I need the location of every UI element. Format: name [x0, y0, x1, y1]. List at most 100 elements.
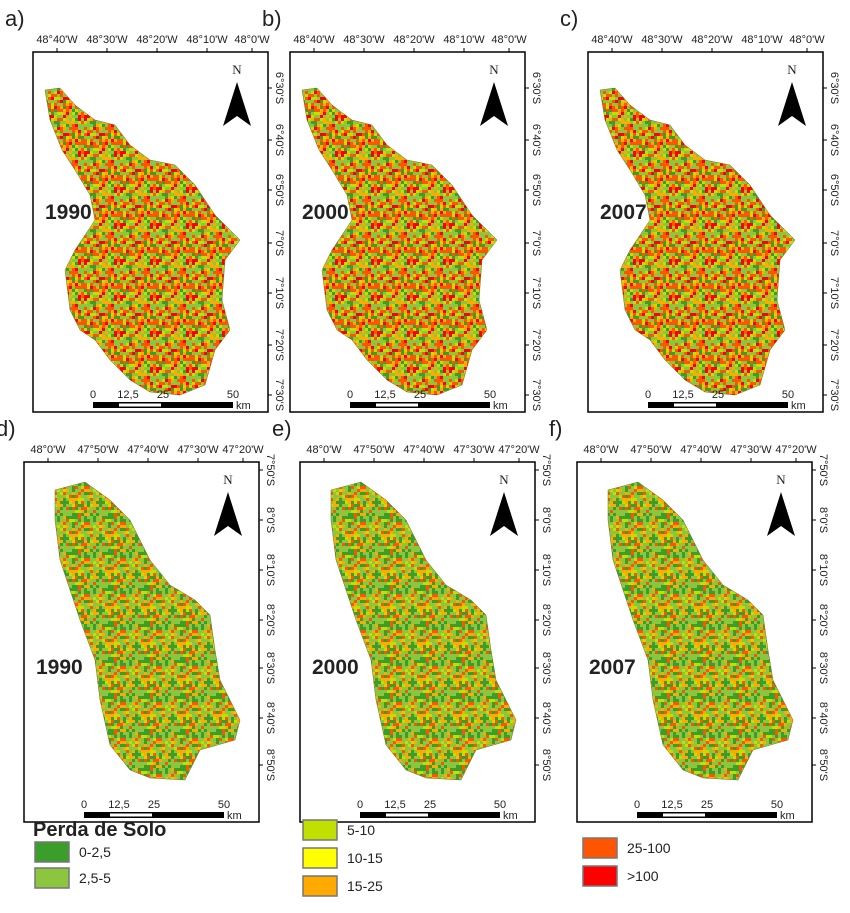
legend-swatch [34, 841, 70, 863]
lat-tick-label: 6°30'S [530, 72, 542, 104]
lon-tick-label: 48°0'W [234, 34, 270, 46]
scale-unit: km [227, 810, 242, 822]
lon-tick-label: 47°40'W [680, 444, 722, 456]
legend-swatch [34, 867, 70, 889]
scale-label: 12,5 [672, 389, 693, 401]
lat-tick-label: 7°30'S [530, 379, 542, 411]
lon-tick-label: 48°20'W [136, 34, 178, 46]
lat-tick-label: 7°30'S [828, 379, 840, 411]
north-label: N [787, 62, 797, 77]
lat-tick-label: 7°50'S [264, 454, 276, 486]
scale-unit: km [791, 400, 806, 412]
legend-label: 15-25 [347, 878, 383, 894]
map-panel: b) 2000 N 48°40'W 48°30'W 48°20'W 48°10'W 48°0'… [262, 6, 542, 413]
lat-tick-label: 8°20'S [540, 604, 552, 636]
north-arrow [480, 82, 508, 126]
lat-tick-label: 8°50'S [817, 749, 829, 781]
scale-label: 50 [218, 799, 230, 811]
lat-tick-label: 6°50'S [530, 174, 542, 206]
map-panel: c) 2007 N 48°40'W 48°30'W 48°20'W 48°10'W 48°0'… [560, 6, 840, 413]
legend-swatch [302, 875, 338, 897]
lat-tick-label: 8°10'S [264, 554, 276, 586]
legend-label: >100 [627, 868, 659, 884]
north-arrow [490, 492, 518, 536]
watershed [44, 87, 241, 396]
lat-tick-label: 6°30'S [273, 72, 285, 104]
year-label: 2000 [302, 201, 349, 224]
north-arrow [214, 492, 242, 536]
lon-tick-label: 48°30'W [343, 34, 385, 46]
scale-bar [93, 402, 233, 408]
map-panel: f) 2007 N 48°0'W 47°50'W 47°40'W 47°30'W 47°20'… [549, 416, 829, 823]
lon-tick-label: 48°0'W [491, 34, 527, 46]
year-label: 2007 [589, 656, 636, 679]
lon-tick-label: 47°30'W [453, 444, 495, 456]
scale-label: 0 [634, 799, 640, 811]
scale-label: 12,5 [661, 799, 682, 811]
scale-label: 0 [90, 389, 96, 401]
lon-tick-label: 48°40'W [293, 34, 335, 46]
map-panel: e) 2000 N 48°0'W 47°50'W 47°40'W 47°30'W 47°20'… [272, 416, 552, 823]
panel-label: c) [560, 6, 578, 31]
lon-tick-label: 48°30'W [641, 34, 683, 46]
scale-label: 12,5 [117, 389, 138, 401]
legend-swatch [302, 819, 338, 841]
scale-bar [648, 402, 788, 408]
scale-unit: km [503, 810, 518, 822]
scale-label: 50 [484, 389, 496, 401]
scale-label: 25 [148, 799, 160, 811]
lat-tick-label: 8°0'S [817, 507, 829, 533]
legend-title: Perda de Solo [33, 819, 166, 841]
panel-label: f) [549, 416, 562, 441]
lon-tick-label: 48°10'W [186, 34, 228, 46]
north-label: N [499, 472, 509, 487]
lat-tick-label: 8°40'S [817, 702, 829, 734]
lat-tick-label: 8°30'S [817, 652, 829, 684]
scale-bar [84, 812, 224, 818]
lat-tick-label: 8°10'S [817, 554, 829, 586]
lat-tick-label: 7°30'S [273, 379, 285, 411]
legend-label: 2,5-5 [79, 870, 111, 886]
lat-tick-label: 6°50'S [828, 174, 840, 206]
lon-tick-label: 48°0'W [789, 34, 825, 46]
panel-label: a) [5, 6, 25, 31]
lon-tick-label: 47°30'W [730, 444, 772, 456]
lon-tick-label: 48°10'W [443, 34, 485, 46]
panel-label: b) [262, 6, 282, 31]
scale-bar-segment [119, 403, 161, 407]
lon-tick-label: 47°50'W [630, 444, 672, 456]
lat-tick-label: 7°20'S [273, 329, 285, 361]
lat-tick-label: 8°0'S [540, 507, 552, 533]
scale-label: 12,5 [108, 799, 129, 811]
north-label: N [776, 472, 786, 487]
lon-tick-label: 47°20'W [775, 444, 817, 456]
map-panel: a) 1990 N 48°40'W 48°30'W 48°20'W 48°10'W 48°0'… [5, 6, 285, 413]
lat-tick-label: 8°30'S [264, 652, 276, 684]
lon-tick-label: 47°50'W [77, 444, 119, 456]
lat-tick-label: 6°40'S [828, 124, 840, 156]
lat-tick-label: 8°20'S [264, 604, 276, 636]
legend-swatch [582, 837, 618, 859]
scale-label: 0 [645, 389, 651, 401]
lat-tick-label: 7°10'S [530, 277, 542, 309]
north-arrow [223, 82, 251, 126]
scale-bar [637, 812, 777, 818]
lat-tick-label: 8°40'S [540, 702, 552, 734]
north-label: N [223, 472, 233, 487]
scale-label: 0 [347, 389, 353, 401]
lat-tick-label: 8°0'S [264, 507, 276, 533]
scale-bar-segment [663, 813, 705, 817]
year-label: 2000 [312, 656, 359, 679]
lon-tick-label: 47°30'W [177, 444, 219, 456]
lat-tick-label: 7°10'S [273, 277, 285, 309]
lat-tick-label: 7°0'S [530, 230, 542, 256]
panel-label: d) [0, 416, 16, 441]
north-label: N [489, 62, 499, 77]
lat-tick-label: 8°40'S [264, 702, 276, 734]
year-label: 2007 [600, 201, 647, 224]
lon-tick-label: 48°20'W [691, 34, 733, 46]
watershed [599, 87, 796, 396]
lon-tick-label: 47°50'W [353, 444, 395, 456]
scale-label: 50 [782, 389, 794, 401]
